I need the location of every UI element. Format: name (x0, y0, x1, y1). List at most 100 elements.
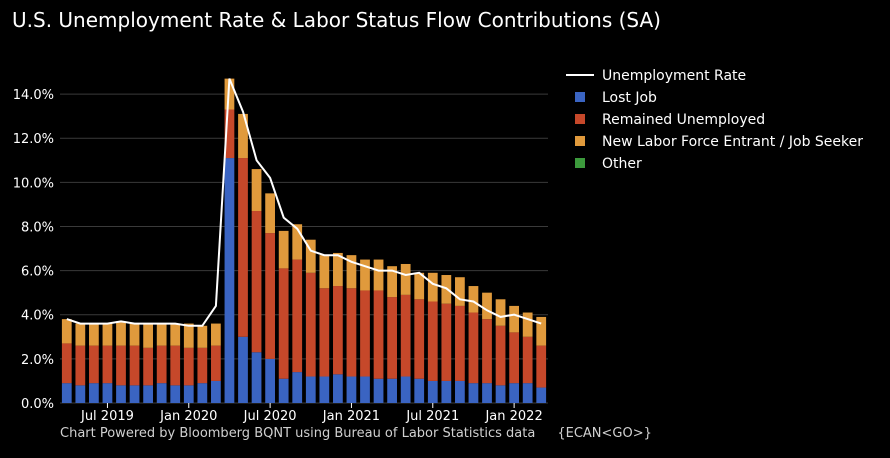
bar-segment (251, 352, 262, 403)
bar-segment (427, 380, 438, 403)
y-tick-label: 12.0% (13, 132, 54, 147)
bar-segment (360, 259, 370, 291)
bar-segment (238, 113, 248, 159)
bar-segment (333, 286, 343, 375)
bar-segment (305, 272, 316, 377)
y-tick-label: 6.0% (21, 265, 54, 280)
bar-segment (468, 383, 479, 403)
x-tick-label: Jul 2021 (405, 409, 459, 424)
bar-segment (400, 294, 411, 377)
bar-segment (265, 193, 275, 234)
y-axis: 0.0% 2.0% 4.0% 6.0% 8.0% 10.0% 12.0% 14.0% (13, 88, 54, 412)
bar-segment (61, 383, 72, 403)
bar-segment (265, 358, 275, 403)
bar-segment (414, 378, 425, 403)
bar-segment (183, 347, 194, 386)
bar-segment (319, 288, 330, 377)
bar-segment (224, 109, 235, 159)
x-tick-label: Jan 2020 (159, 409, 217, 424)
bar-segment (333, 252, 343, 287)
bar-segment (482, 319, 492, 384)
bar-segment (278, 268, 289, 379)
bar-segment (292, 372, 303, 403)
bar-segment (387, 378, 397, 403)
bar-segment (305, 239, 316, 273)
bar-segment (427, 301, 438, 381)
y-tick-label: 8.0% (21, 220, 54, 235)
bar-segment (211, 380, 221, 403)
bar-segment (346, 288, 357, 377)
bar-segment (89, 345, 99, 384)
bar-segment (360, 376, 370, 403)
y-tick-label: 2.0% (21, 353, 54, 368)
bar-segment (197, 325, 208, 348)
bar-segment (536, 345, 547, 388)
bar-segment (468, 312, 479, 384)
y-tick-label: 10.0% (13, 176, 54, 191)
x-tick-label: Jan 2021 (322, 409, 380, 424)
bar-segment (441, 380, 452, 403)
bar-segment (251, 211, 262, 353)
bars (61, 78, 547, 403)
y-tick-label: 0.0% (21, 397, 54, 412)
bar-segment (156, 323, 167, 346)
bar-segment (319, 376, 330, 403)
bar-segment (116, 385, 126, 403)
bar-segment (455, 305, 465, 381)
legend-label: Lost Job (602, 90, 657, 106)
bar-segment (265, 233, 275, 359)
bar-segment (197, 383, 208, 403)
bar-segment (224, 158, 235, 403)
bar-segment (333, 374, 343, 403)
legend-label: Remained Unemployed (602, 112, 765, 128)
bar-segment (102, 345, 113, 384)
bar-segment (238, 158, 248, 337)
bar-segment (495, 385, 506, 403)
bar-segment (373, 378, 384, 403)
legend-label: New Labor Force Entrant / Job Seeker (602, 134, 863, 150)
bar-segment (183, 323, 194, 348)
bar-segment (387, 297, 397, 379)
bar-segment (156, 345, 167, 384)
chart-title: U.S. Unemployment Rate & Labor Status Fl… (12, 8, 661, 32)
terminal-code: {ECAN<GO>} (557, 426, 652, 441)
bar-segment (116, 321, 126, 346)
bar-segment (170, 385, 181, 403)
bar-segment (129, 323, 140, 346)
legend: Unemployment Rate Lost Job Remained Unempl… (566, 68, 863, 172)
bar-segment (536, 316, 547, 346)
bar-segment (522, 312, 533, 337)
bar-segment (197, 347, 208, 384)
bar-segment (509, 305, 519, 333)
bar-segment (278, 230, 289, 269)
source-note: Chart Powered by Bloomberg BQNT using Bu… (60, 426, 536, 441)
bar-segment (346, 376, 357, 403)
legend-swatch (575, 136, 585, 146)
legend-swatch (575, 114, 585, 124)
bar-segment (495, 299, 506, 326)
legend-swatch (575, 158, 585, 168)
bar-segment (522, 336, 533, 384)
bar-segment (455, 380, 465, 403)
bar-segment (414, 272, 425, 300)
bar-segment (143, 385, 153, 403)
bar-segment (319, 255, 330, 289)
legend-label: Unemployment Rate (602, 68, 746, 84)
y-tick-label: 4.0% (21, 309, 54, 324)
bar-segment (183, 385, 194, 403)
bar-segment (251, 169, 262, 212)
x-axis: Jul 2019 Jan 2020 Jul 2020 Jan 2021 Jul 2021… (80, 403, 543, 424)
bar-segment (373, 259, 384, 291)
bar-segment (143, 347, 153, 386)
bar-segment (400, 376, 411, 403)
bar-segment (482, 383, 492, 403)
bar-segment (170, 345, 181, 386)
bar-segment (468, 286, 479, 313)
bar-segment (305, 376, 316, 403)
bar-segment (360, 290, 370, 377)
x-tick-label: Jul 2020 (243, 409, 297, 424)
bar-segment (116, 345, 126, 386)
legend-label: Other (602, 156, 642, 172)
bar-segment (238, 336, 248, 403)
